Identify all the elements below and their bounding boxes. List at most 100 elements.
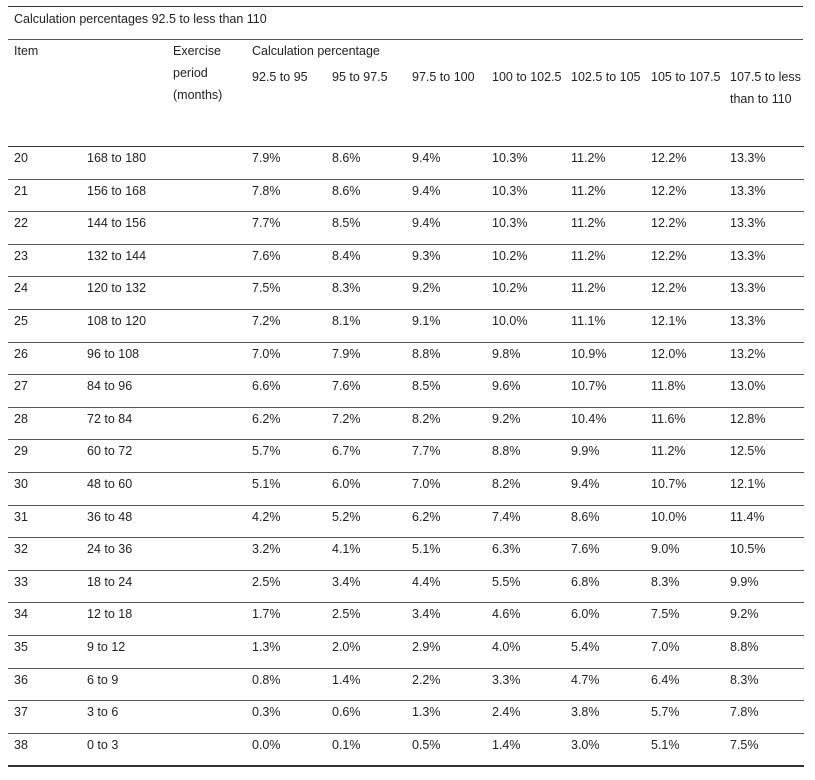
cell-percentage: 1.4%: [486, 733, 565, 768]
cell-percentage: 5.5%: [486, 570, 565, 604]
table-row: 20 168 to 180 7.9% 8.6% 9.4% 10.3% 11.2% 12.2% 1…: [8, 146, 804, 180]
table-caption: Calculation percentages 92.5 to less tha…: [8, 6, 803, 40]
cell-percentage: 10.3%: [486, 179, 565, 213]
cell-percentage: 6.3%: [486, 537, 565, 571]
cell-percentage: 10.3%: [486, 211, 565, 245]
cell-percentage: 6.8%: [565, 570, 645, 604]
cell-percentage: 8.4%: [326, 244, 406, 278]
cell-percentage: 12.2%: [645, 276, 724, 310]
cell-percentage: 11.4%: [724, 505, 804, 539]
table-row: 38 0 to 3 0.0% 0.1% 0.5% 1.4% 3.0% 5.1% 7.5%: [8, 733, 804, 768]
cell-exercise-period: 156 to 168: [87, 179, 167, 213]
header-band: 97.5 to 100: [412, 70, 475, 84]
table-row: 24 120 to 132 7.5% 8.3% 9.2% 10.2% 11.2% 12.2% 1…: [8, 276, 804, 310]
cell-percentage: 1.4%: [326, 668, 406, 702]
table-row: 22 144 to 156 7.7% 8.5% 9.4% 10.3% 11.2% 12.2% 1…: [8, 211, 804, 245]
cell-percentage: 11.2%: [565, 276, 645, 310]
cell-percentage: 12.2%: [645, 211, 724, 245]
cell-exercise-period: 132 to 144: [87, 244, 167, 278]
cell-exercise-period: 3 to 6: [87, 700, 167, 734]
cell-percentage: 8.6%: [565, 505, 645, 539]
cell-blank: [167, 309, 246, 343]
cell-percentage: 13.3%: [724, 309, 804, 343]
cell-percentage: 1.7%: [246, 602, 326, 636]
cell-item: 36: [8, 668, 87, 702]
cell-percentage: 12.0%: [645, 342, 724, 376]
cell-percentage: 8.5%: [326, 211, 406, 245]
cell-percentage: 5.4%: [565, 635, 645, 669]
cell-exercise-period: 168 to 180: [87, 146, 167, 180]
cell-percentage: 7.6%: [565, 537, 645, 571]
header-blank: [87, 40, 167, 147]
cell-percentage: 9.0%: [645, 537, 724, 571]
cell-item: 28: [8, 407, 87, 441]
cell-percentage: 11.2%: [565, 179, 645, 213]
table-row: 35 9 to 12 1.3% 2.0% 2.9% 4.0% 5.4% 7.0% 8.8%: [8, 635, 804, 669]
cell-percentage: 7.5%: [724, 733, 804, 768]
cell-percentage: 0.8%: [246, 668, 326, 702]
cell-percentage: 6.4%: [645, 668, 724, 702]
cell-exercise-period: 96 to 108: [87, 342, 167, 376]
cell-percentage: 7.0%: [406, 472, 486, 506]
cell-exercise-period: 36 to 48: [87, 505, 167, 539]
cell-exercise-period: 48 to 60: [87, 472, 167, 506]
cell-percentage: 4.4%: [406, 570, 486, 604]
cell-exercise-period: 84 to 96: [87, 374, 167, 408]
cell-percentage: 4.1%: [326, 537, 406, 571]
cell-percentage: 8.1%: [326, 309, 406, 343]
cell-percentage: 8.3%: [724, 668, 804, 702]
cell-exercise-period: 24 to 36: [87, 537, 167, 571]
cell-percentage: 10.7%: [645, 472, 724, 506]
cell-percentage: 8.6%: [326, 146, 406, 180]
cell-percentage: 12.8%: [724, 407, 804, 441]
cell-exercise-period: 18 to 24: [87, 570, 167, 604]
cell-blank: [167, 179, 246, 213]
cell-percentage: 3.4%: [406, 602, 486, 636]
cell-percentage: 9.2%: [724, 602, 804, 636]
cell-blank: [167, 439, 246, 473]
cell-item: 35: [8, 635, 87, 669]
cell-percentage: 5.2%: [326, 505, 406, 539]
cell-percentage: 0.6%: [326, 700, 406, 734]
cell-blank: [167, 407, 246, 441]
cell-blank: [167, 276, 246, 310]
cell-percentage: 9.9%: [565, 439, 645, 473]
cell-percentage: 13.3%: [724, 244, 804, 278]
cell-percentage: 6.0%: [565, 602, 645, 636]
cell-blank: [167, 374, 246, 408]
cell-blank: [167, 700, 246, 734]
cell-percentage: 7.8%: [724, 700, 804, 734]
cell-percentage: 9.2%: [486, 407, 565, 441]
cell-percentage: 7.5%: [645, 602, 724, 636]
cell-item: 22: [8, 211, 87, 245]
cell-percentage: 11.2%: [565, 211, 645, 245]
cell-percentage: 13.0%: [724, 374, 804, 408]
cell-percentage: 8.3%: [645, 570, 724, 604]
cell-percentage: 8.8%: [406, 342, 486, 376]
cell-blank: [167, 244, 246, 278]
cell-percentage: 12.1%: [645, 309, 724, 343]
cell-percentage: 4.6%: [486, 602, 565, 636]
cell-percentage: 7.0%: [246, 342, 326, 376]
cell-percentage: 3.8%: [565, 700, 645, 734]
cell-percentage: 12.5%: [724, 439, 804, 473]
cell-percentage: 5.7%: [645, 700, 724, 734]
cell-percentage: 0.1%: [326, 733, 406, 768]
cell-item: 29: [8, 439, 87, 473]
cell-percentage: 13.2%: [724, 342, 804, 376]
header-calculation-percentage: Calculation percentage: [252, 44, 380, 58]
cell-percentage: 8.2%: [486, 472, 565, 506]
table-container: Calculation percentages 92.5 to less tha…: [8, 6, 804, 768]
cell-exercise-period: 72 to 84: [87, 407, 167, 441]
cell-percentage: 0.5%: [406, 733, 486, 768]
cell-blank: [167, 146, 246, 180]
header-band: 105 to 107.5: [651, 70, 721, 84]
cell-percentage: 10.7%: [565, 374, 645, 408]
cell-percentage: 3.0%: [565, 733, 645, 768]
table-row: 32 24 to 36 3.2% 4.1% 5.1% 6.3% 7.6% 9.0% 10.5%: [8, 537, 804, 571]
cell-blank: [167, 537, 246, 571]
cell-blank: [167, 472, 246, 506]
cell-percentage: 7.6%: [246, 244, 326, 278]
cell-percentage: 2.4%: [486, 700, 565, 734]
cell-percentage: 4.0%: [486, 635, 565, 669]
